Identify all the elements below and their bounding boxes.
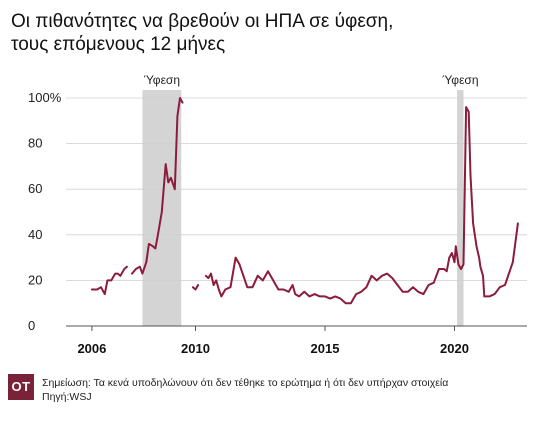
y-tick-label: 40 <box>28 227 42 242</box>
footer-source: Πηγή:WSJ <box>42 391 92 403</box>
chart-title-line-2: τους επόμενους 12 μήνες <box>11 34 226 55</box>
recession-band <box>457 90 464 326</box>
footer: OT Σημείωση: Τα κενά υποδηλώνουν ότι δεν… <box>8 374 548 414</box>
y-tick-label: 80 <box>28 136 42 151</box>
chart-title: Οι πιθανότητες να βρεθούν οι ΗΠΑ σε ύφεσ… <box>11 10 541 56</box>
recession-probability-chart: Ύφεση Ύφεση 0 20 40 60 80 100% 2006 2010 2015 2020 <box>28 73 527 356</box>
chart-title-line-1: Οι πιθανότητες να βρεθούν οι ΗΠΑ σε ύφεσ… <box>11 11 394 32</box>
footer-note: Σημείωση: Τα κενά υποδηλώνουν ότι δεν τέ… <box>42 377 449 389</box>
ot-logo: OT <box>8 374 34 400</box>
y-tick-label: 20 <box>28 272 42 287</box>
y-tick-label: 0 <box>28 318 35 333</box>
series-line <box>131 97 184 275</box>
series-line <box>204 106 519 305</box>
x-tick-label: 2020 <box>440 341 469 356</box>
recession-label: Ύφεση <box>144 73 180 87</box>
y-tick-label: 60 <box>28 181 42 196</box>
series-line <box>90 265 128 296</box>
x-tick-label: 2006 <box>77 341 106 356</box>
series-line <box>191 284 200 291</box>
y-tick-label: 100% <box>28 90 62 105</box>
recession-label: Ύφεση <box>442 73 478 87</box>
x-tick-label: 2015 <box>311 341 340 356</box>
x-tick-label: 2010 <box>181 341 210 356</box>
